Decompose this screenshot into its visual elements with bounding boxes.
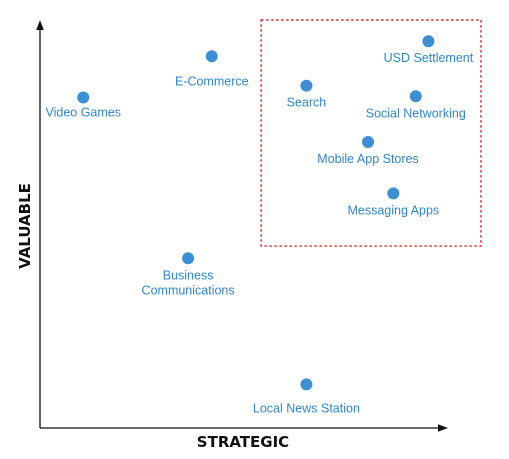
data-point-search: Search	[287, 79, 327, 110]
point-marker	[182, 252, 195, 265]
data-point-business-communications: Business Communications	[142, 252, 235, 297]
x-axis-arrow-icon	[438, 424, 448, 432]
data-point-mobile-app-stores: Mobile App Stores	[317, 135, 419, 166]
data-point-social-networking: Social Networking	[366, 90, 466, 120]
point-label: Social Networking	[366, 106, 466, 120]
point-label: Business Communications	[142, 268, 235, 297]
point-label: USD Settlement	[384, 51, 474, 65]
point-marker	[387, 187, 400, 200]
data-point-local-news-station: Local News Station	[253, 378, 360, 415]
x-axis-label: STRATEGIC	[197, 433, 289, 451]
point-label: Mobile App Stores	[317, 152, 418, 166]
point-marker	[300, 79, 313, 92]
data-point-usd-settlement: USD Settlement	[384, 35, 474, 65]
y-axis-arrow-icon	[36, 20, 44, 30]
point-marker	[422, 35, 435, 48]
point-marker	[77, 91, 90, 104]
axes: STRATEGIC VALUABLE	[16, 20, 448, 451]
data-point-e-commerce: E-Commerce	[175, 50, 249, 88]
point-marker	[362, 135, 375, 148]
point-label: Local News Station	[253, 401, 360, 415]
data-points: Video Games E-Commerce Search USD Settlemen…	[45, 35, 474, 415]
highlight-region-box	[260, 19, 482, 247]
point-label: Video Games	[45, 106, 121, 120]
data-point-video-games: Video Games	[45, 91, 121, 120]
point-label: E-Commerce	[175, 74, 249, 88]
point-marker	[300, 378, 313, 391]
point-marker	[205, 50, 218, 63]
point-label: Messaging Apps	[347, 203, 439, 217]
data-point-messaging-apps: Messaging Apps	[347, 187, 439, 217]
point-marker	[409, 90, 422, 103]
y-axis-label: VALUABLE	[16, 183, 34, 269]
point-label: Search	[287, 96, 327, 110]
